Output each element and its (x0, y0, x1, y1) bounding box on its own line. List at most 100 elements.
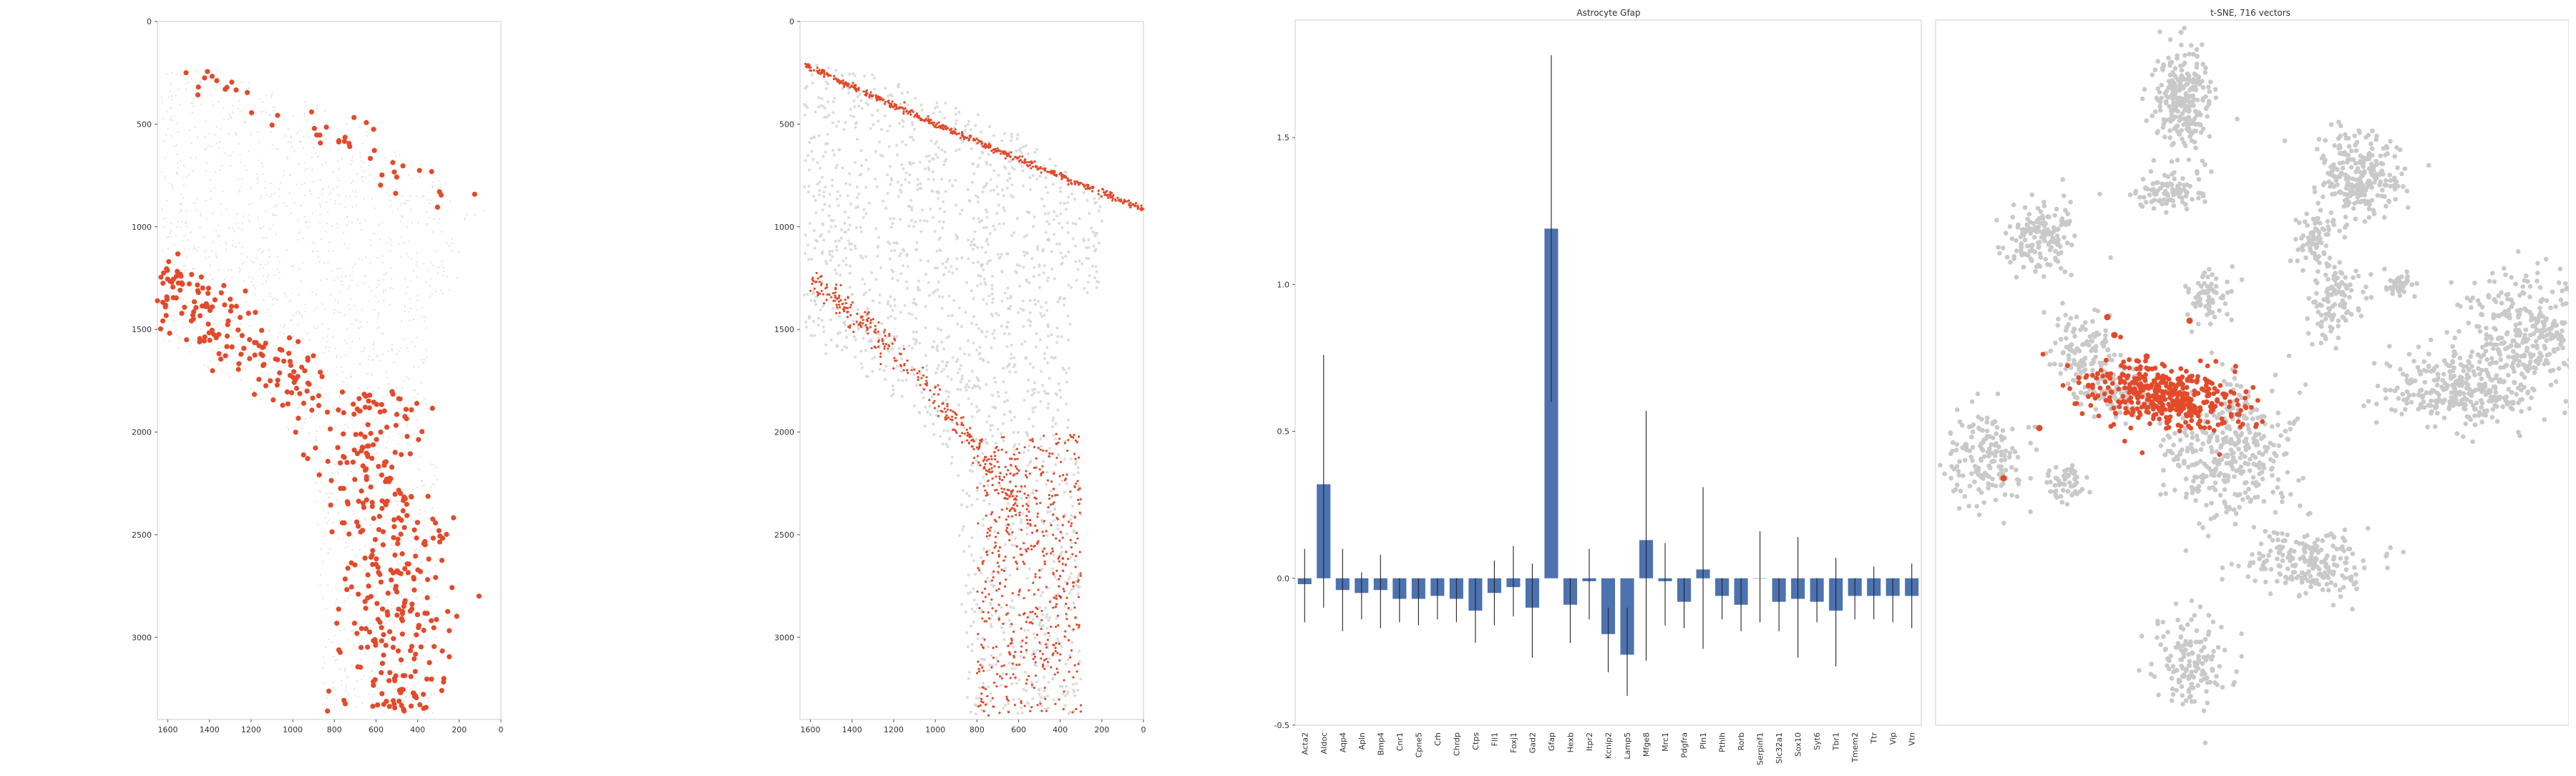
background-point (358, 622, 360, 624)
background-point (421, 362, 424, 364)
background-point (433, 207, 435, 209)
highlight-point (969, 135, 971, 137)
highlight-point (379, 579, 384, 584)
highlight-point (367, 629, 372, 634)
highlight-point (994, 455, 996, 457)
highlight-point (1029, 164, 1031, 166)
background-point (171, 184, 173, 186)
background-point (838, 264, 841, 267)
highlight-point (935, 126, 937, 128)
background-point (169, 232, 171, 234)
background-point (827, 231, 830, 233)
background-point (190, 157, 192, 160)
background-point (329, 198, 331, 200)
background-point (361, 259, 364, 261)
background-point (970, 591, 972, 593)
background-point (813, 229, 816, 232)
background-point (196, 209, 198, 211)
background-point (319, 179, 321, 181)
highlight-point (1043, 659, 1045, 661)
background-point (950, 378, 953, 381)
highlight-point (372, 148, 377, 153)
background-point (1006, 287, 1009, 290)
highlight-point (955, 422, 957, 424)
background-point (990, 284, 993, 287)
background-point (298, 268, 301, 271)
highlight-point (1129, 206, 1131, 208)
highlight-point (967, 432, 969, 434)
background-point (378, 688, 380, 690)
background-point (346, 545, 348, 548)
highlight-point (1033, 467, 1035, 469)
highlight-point (966, 435, 968, 437)
background-point (427, 593, 429, 595)
background-point (422, 485, 424, 488)
background-point (967, 397, 970, 400)
highlight-point (182, 305, 187, 310)
background-point (245, 301, 247, 304)
background-point (356, 679, 358, 682)
background-point (812, 195, 815, 198)
background-point (817, 324, 820, 326)
background-point (959, 213, 962, 215)
background-point (411, 518, 413, 520)
background-point (847, 216, 850, 219)
background-point (172, 319, 175, 321)
highlight-point (1001, 508, 1003, 510)
background-point (919, 187, 922, 190)
background-point (255, 257, 258, 259)
background-point (384, 273, 386, 276)
background-point (1031, 389, 1034, 392)
background-point (396, 353, 399, 355)
highlight-point (316, 403, 321, 408)
background-point (391, 402, 393, 404)
background-point (339, 629, 341, 631)
highlight-point (1065, 613, 1068, 615)
background-point (1005, 345, 1008, 348)
background-point (399, 154, 401, 156)
highlight-point (1026, 508, 1028, 510)
highlight-point (992, 656, 995, 659)
background-point (262, 237, 264, 239)
background-point (1047, 325, 1050, 328)
background-point (932, 291, 935, 294)
highlight-point (866, 319, 868, 321)
highlight-point (238, 351, 243, 357)
highlight-point (918, 370, 920, 372)
background-point (965, 584, 967, 587)
background-point (985, 383, 987, 386)
background-point (303, 115, 306, 117)
highlight-point (1035, 503, 1038, 505)
background-point (947, 391, 950, 394)
background-point (839, 195, 841, 198)
background-point (970, 608, 973, 611)
highlight-point (1024, 485, 1026, 488)
highlight-point (399, 687, 404, 692)
background-point (952, 299, 955, 302)
background-point (1016, 133, 1019, 136)
background-point (945, 389, 947, 392)
background-point (411, 222, 414, 224)
background-point (383, 300, 385, 302)
highlight-point (1042, 666, 1044, 668)
background-point (361, 351, 363, 353)
highlight-point (228, 309, 233, 314)
background-point (904, 172, 907, 175)
background-point (833, 97, 836, 100)
background-point (1050, 268, 1053, 271)
background-point (410, 540, 412, 543)
background-point (974, 244, 977, 247)
highlight-point (379, 670, 384, 675)
x-tick-label: 600 (369, 725, 384, 734)
background-point (424, 641, 426, 643)
background-point (346, 377, 348, 379)
highlight-point (1000, 488, 1002, 490)
highlight-point (1035, 457, 1038, 460)
background-point (879, 294, 882, 296)
highlight-point (377, 514, 382, 519)
background-point (265, 281, 268, 283)
background-point (248, 87, 250, 89)
background-point (961, 256, 964, 259)
background-point (1056, 524, 1059, 527)
background-point (1088, 212, 1091, 215)
